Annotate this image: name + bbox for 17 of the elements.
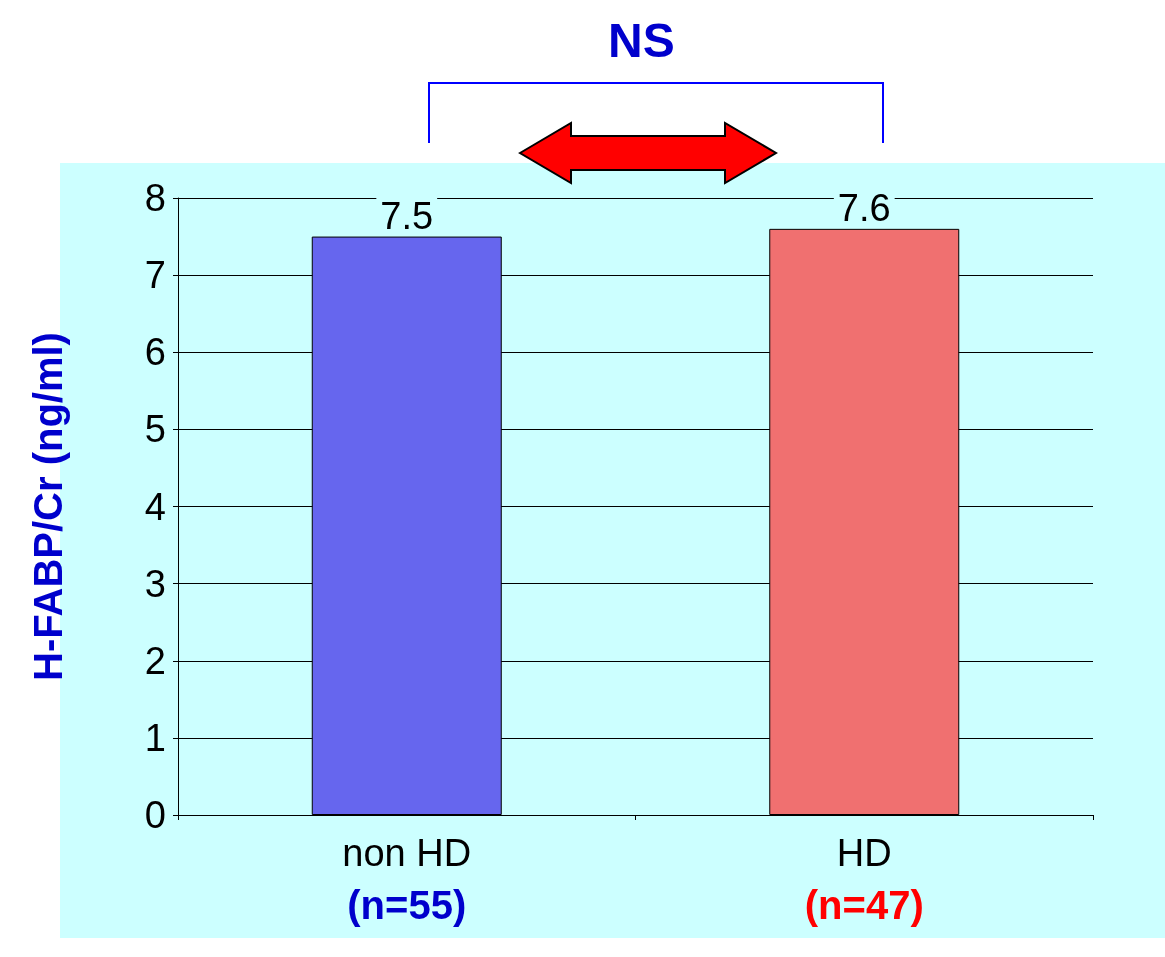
y-tick-label: 8: [144, 177, 166, 219]
y-tick-label: 0: [144, 794, 166, 836]
text: (n=55): [347, 883, 467, 927]
y-tick-label: 5: [144, 408, 166, 451]
y-axis-title: H-FABP/Cr (ng/ml): [26, 332, 70, 681]
x-tick-label: non HD: [342, 832, 472, 874]
text: NS: [608, 13, 675, 67]
data-label: 7.5: [380, 194, 434, 237]
y-tick-label: 6: [144, 331, 166, 374]
text: (n=47): [804, 883, 924, 927]
y-tick-label: 1: [144, 716, 166, 759]
y-tick-label: 4: [144, 485, 166, 528]
y-tick-label: 3: [144, 562, 166, 605]
y-tick-label: 7: [144, 254, 166, 297]
data-label: 7.6: [837, 186, 891, 229]
x-tick-label: HD: [836, 832, 892, 874]
y-tick-label: 2: [144, 639, 166, 682]
